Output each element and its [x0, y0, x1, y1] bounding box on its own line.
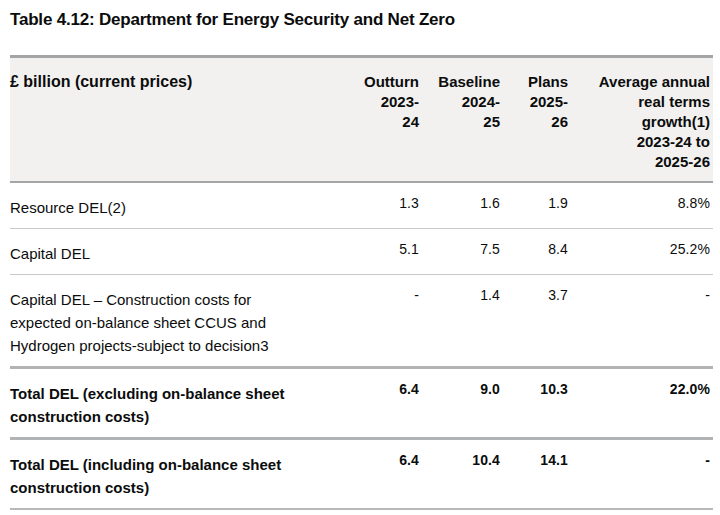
header-row: £ billion (current prices) Outturn 2023-… — [10, 57, 713, 183]
column-header-baseline: Baseline 2024- 25 — [422, 57, 503, 183]
cell-value: 1.6 — [422, 182, 503, 229]
cell-value: 10.4 — [422, 439, 503, 510]
cell-value: 14.1 — [503, 439, 571, 510]
cell-value: 6.4 — [342, 439, 422, 510]
table-body: Resource DEL(2) 1.3 1.6 1.9 8.8% Capital… — [10, 182, 713, 509]
cell-value: 1.4 — [422, 275, 503, 368]
cell-value: 22.0% — [571, 368, 713, 439]
table-row-capital-del: Capital DEL 5.1 7.5 8.4 25.2% — [10, 229, 713, 275]
column-header-plans: Plans 2025- 26 — [503, 57, 571, 183]
table-row-capital-del-construction: Capital DEL – Construction costs for exp… — [10, 275, 713, 368]
cell-value: - — [571, 275, 713, 368]
table-row-total-del-including: Total DEL (including on-balance sheet co… — [10, 439, 713, 510]
document-page: Table 4.12: Department for Energy Securi… — [0, 0, 720, 515]
cell-value: 10.3 — [503, 368, 571, 439]
row-label: Capital DEL – Construction costs for exp… — [10, 275, 342, 368]
table-header: £ billion (current prices) Outturn 2023-… — [10, 57, 713, 183]
cell-value: - — [571, 439, 713, 510]
corner-header-label: £ billion (current prices) — [10, 57, 342, 183]
row-label: Total DEL (excluding on-balance sheet co… — [10, 368, 342, 439]
table-row-total-del-excluding: Total DEL (excluding on-balance sheet co… — [10, 368, 713, 439]
cell-value: 1.3 — [342, 182, 422, 229]
row-label: Capital DEL — [10, 229, 342, 275]
cell-value: 5.1 — [342, 229, 422, 275]
cell-value: 8.8% — [571, 182, 713, 229]
cell-value: 6.4 — [342, 368, 422, 439]
cell-value: 9.0 — [422, 368, 503, 439]
cell-value: 1.9 — [503, 182, 571, 229]
row-label: Total DEL (including on-balance sheet co… — [10, 439, 342, 510]
table-title: Table 4.12: Department for Energy Securi… — [10, 9, 713, 30]
cell-value: - — [342, 275, 422, 368]
data-table: £ billion (current prices) Outturn 2023-… — [10, 55, 713, 510]
table-row-resource-del: Resource DEL(2) 1.3 1.6 1.9 8.8% — [10, 182, 713, 229]
cell-value: 8.4 — [503, 229, 571, 275]
cell-value: 25.2% — [571, 229, 713, 275]
cell-value: 7.5 — [422, 229, 503, 275]
cell-value: 3.7 — [503, 275, 571, 368]
row-label: Resource DEL(2) — [10, 182, 342, 229]
column-header-outturn: Outturn 2023- 24 — [342, 57, 422, 183]
column-header-average-growth: Average annual real terms growth(1) 2023… — [571, 57, 713, 183]
